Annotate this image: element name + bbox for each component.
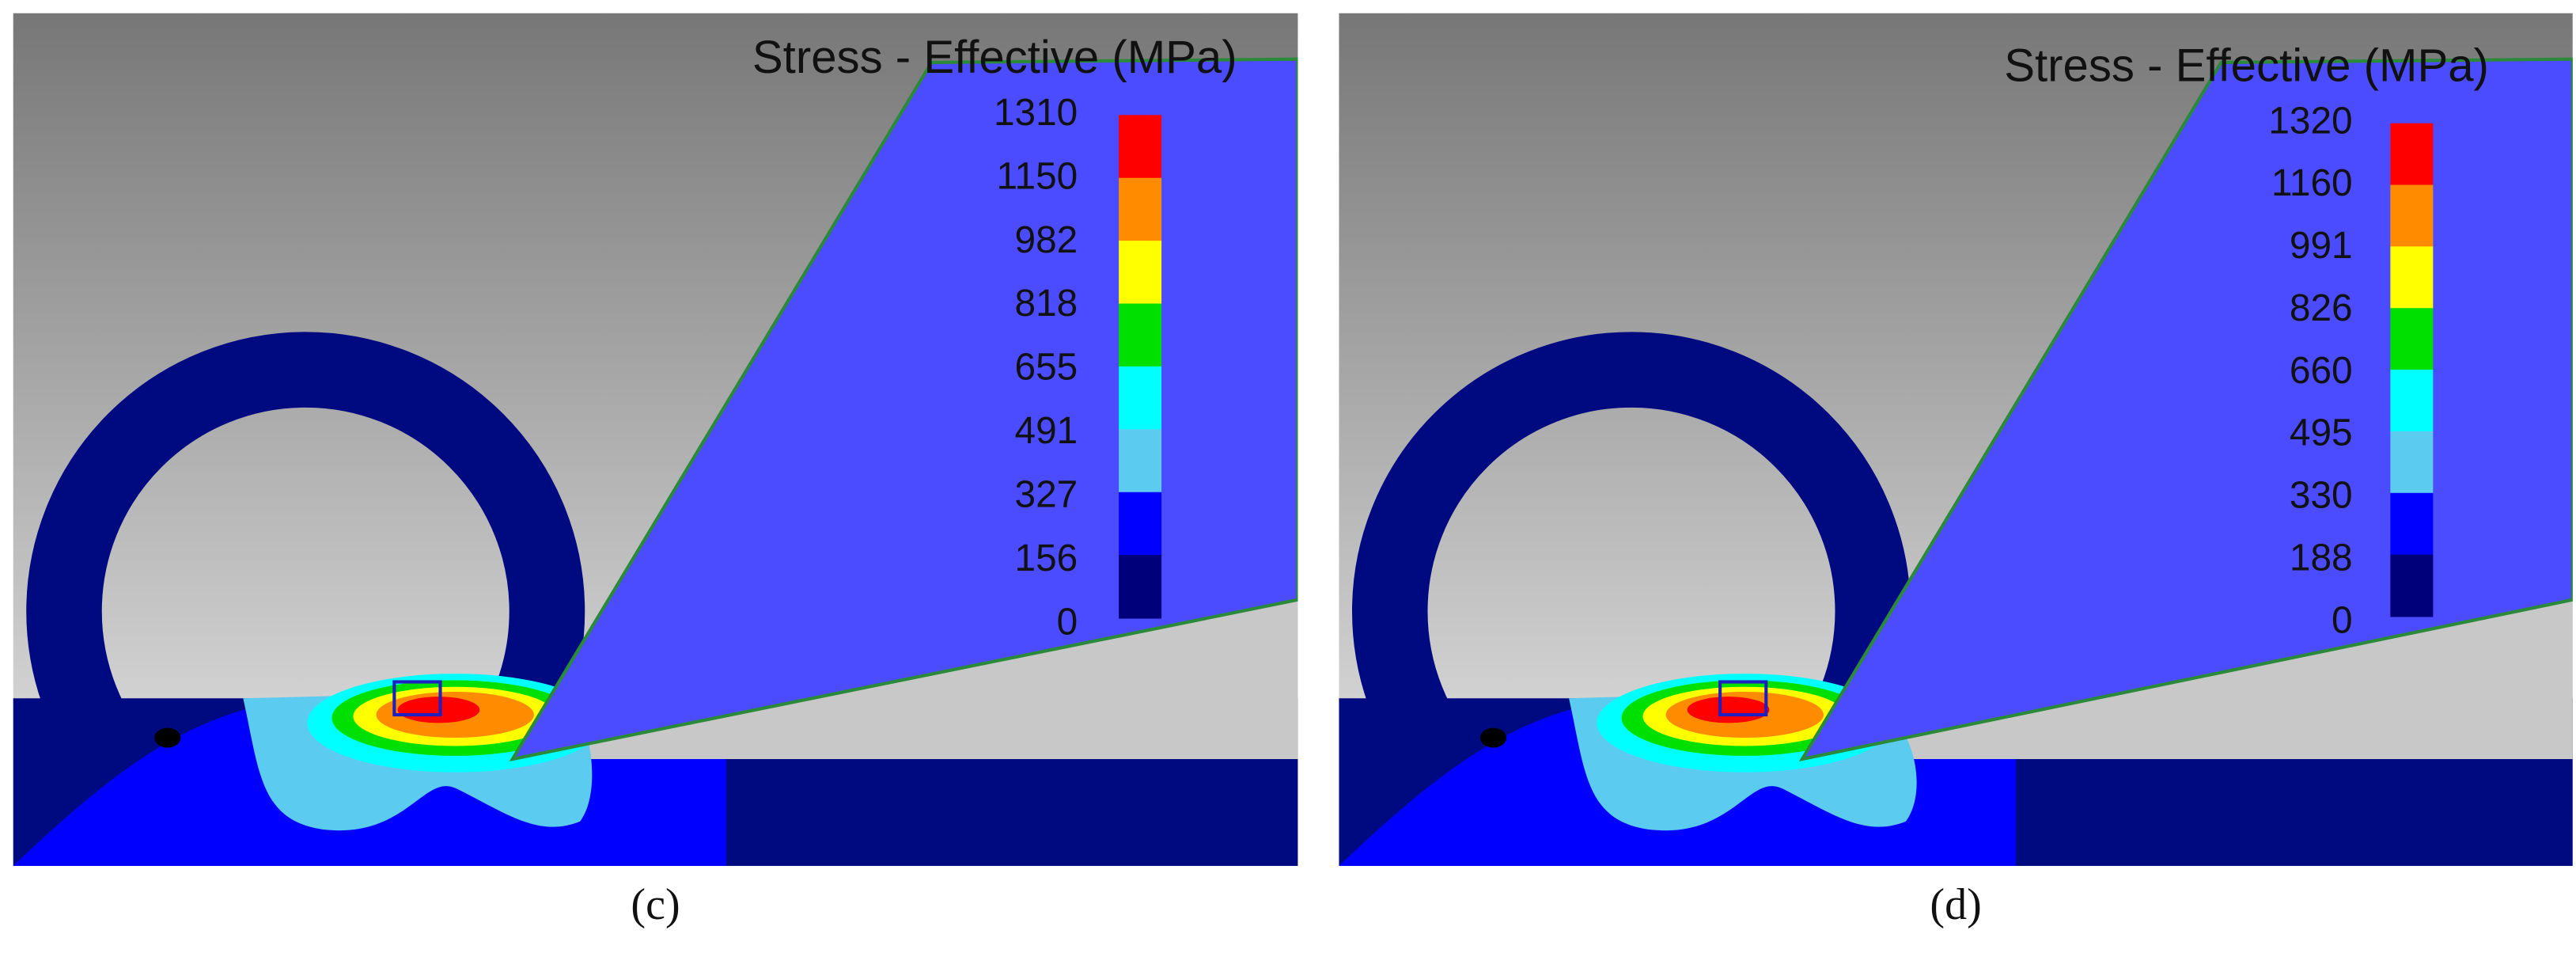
- scale-label: 495: [2290, 412, 2353, 454]
- scale-swatch: [2390, 123, 2434, 186]
- scale-swatch: [2390, 370, 2434, 432]
- scale-swatch: [2390, 246, 2434, 309]
- scale-swatch: [1119, 303, 1162, 367]
- scale-label: 1160: [2271, 162, 2353, 204]
- scale-label: 991: [2290, 225, 2353, 267]
- scale-label: 1150: [997, 155, 1078, 197]
- dot: [1479, 727, 1507, 748]
- scale-swatch: [2390, 184, 2434, 248]
- marker-box: [392, 680, 442, 717]
- contour-red: [1687, 697, 1770, 723]
- scale-label: 826: [2290, 287, 2353, 329]
- scale-label: 156: [1015, 537, 1078, 579]
- scale-label: 1320: [2268, 100, 2352, 142]
- title: Stress - Effective (MPa): [2004, 40, 2489, 92]
- scale-swatch: [1119, 555, 1162, 619]
- scale-label: 655: [1015, 347, 1078, 389]
- dot: [154, 727, 181, 748]
- scale-label: 660: [2290, 350, 2353, 392]
- scale-swatch: [1119, 115, 1162, 179]
- scale-label: 982: [1015, 219, 1078, 261]
- scale-label: 188: [2290, 537, 2353, 579]
- tool: [1798, 57, 2573, 762]
- scale-swatch: [1119, 366, 1162, 431]
- tool: [509, 57, 1298, 762]
- scale-label: 327: [1015, 474, 1078, 516]
- scale-label: 0: [1057, 601, 1078, 643]
- scale-swatch: [2390, 308, 2434, 371]
- caption: (c): [631, 880, 680, 929]
- scale-label: 491: [1015, 410, 1078, 452]
- scale-swatch: [2390, 431, 2434, 494]
- scale-swatch: [2390, 554, 2434, 617]
- scale-swatch: [1119, 177, 1162, 242]
- scene: [1339, 13, 2573, 866]
- scale-swatch: [2390, 492, 2434, 556]
- title: Stress - Effective (MPa): [752, 32, 1237, 83]
- scale-label: 330: [2290, 475, 2353, 517]
- scene: [13, 13, 1298, 866]
- caption: (d): [1930, 880, 1981, 929]
- scale-swatch: [1119, 429, 1162, 493]
- panel: Stress - Effective (MPa) 1320 1160 991 826 66…: [1339, 13, 2573, 929]
- panel: Stress - Effective (MPa) 1310 1150 982 818 65…: [13, 13, 1298, 929]
- marker-box: [1718, 680, 1768, 717]
- scale-label: 0: [2332, 599, 2353, 641]
- scale-swatch: [1119, 241, 1162, 305]
- scale-swatch: [1119, 492, 1162, 556]
- scale-label: 818: [1015, 283, 1078, 325]
- scale-label: 1310: [994, 92, 1078, 134]
